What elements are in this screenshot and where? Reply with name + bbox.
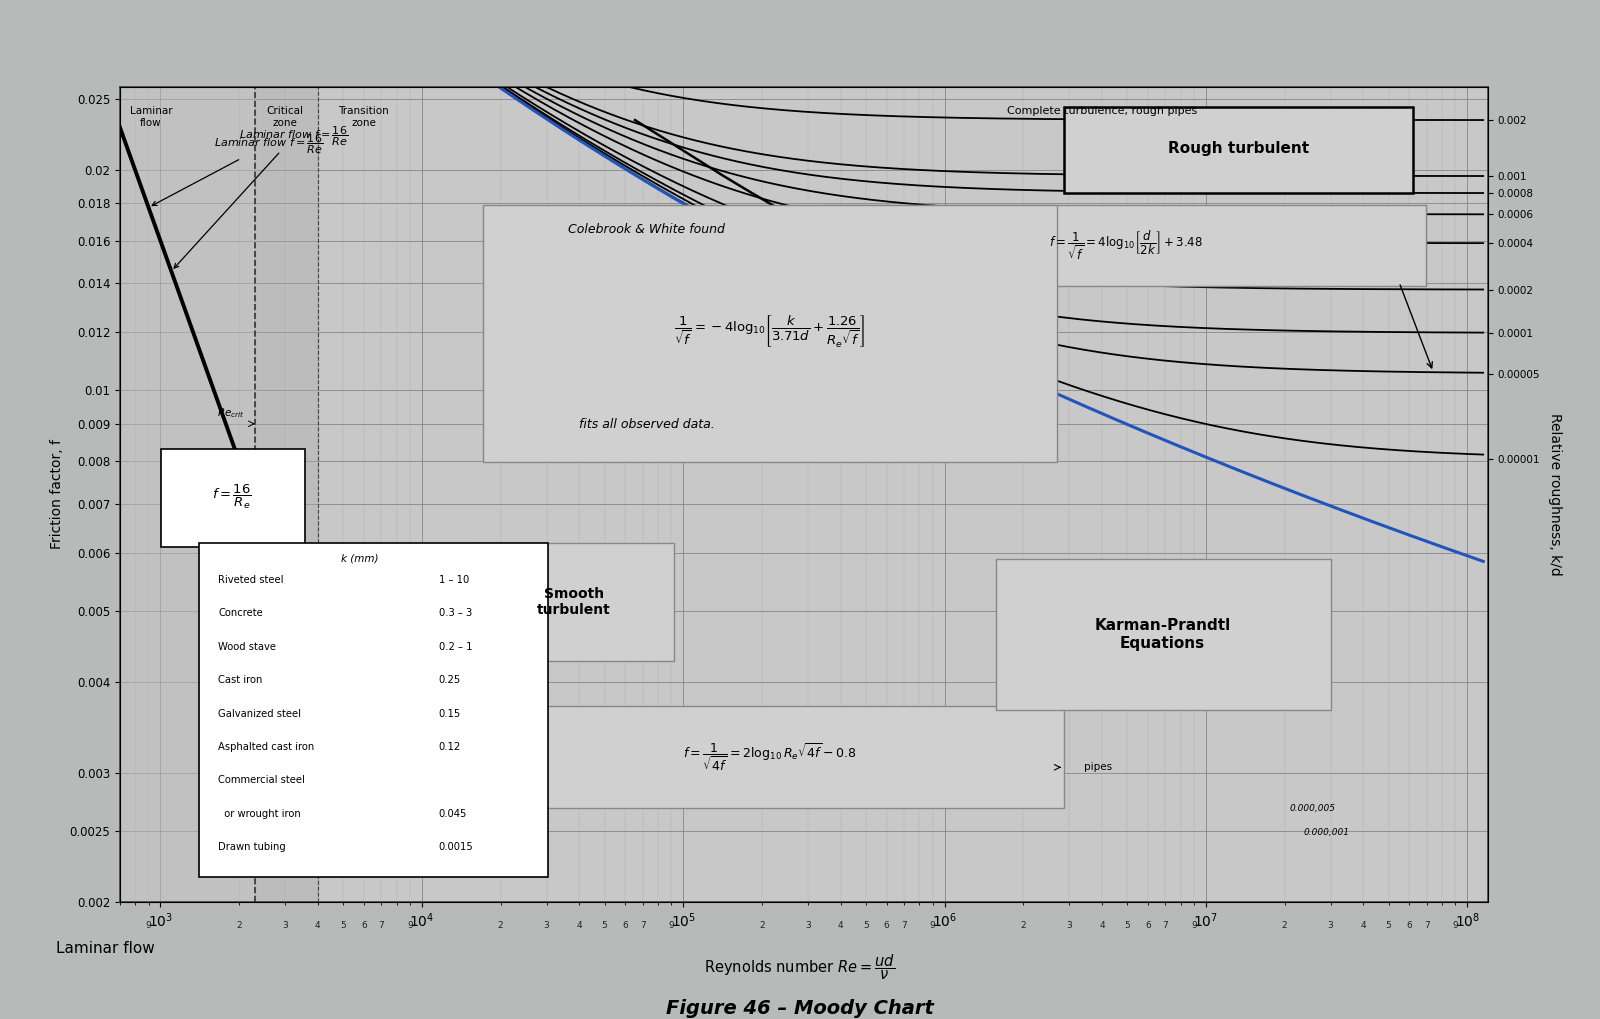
Text: 3: 3: [1328, 921, 1333, 930]
Text: 9: 9: [1453, 921, 1458, 930]
Text: 3: 3: [805, 921, 811, 930]
Text: Galvanized steel: Galvanized steel: [219, 708, 301, 718]
Text: 5: 5: [1125, 921, 1130, 930]
Text: 0.2 – 1: 0.2 – 1: [438, 642, 472, 652]
Text: 2: 2: [758, 921, 765, 930]
Text: Reynolds number $Re = \dfrac{ud}{\nu}$: Reynolds number $Re = \dfrac{ud}{\nu}$: [704, 953, 896, 982]
Text: Colebrook & White found: Colebrook & White found: [568, 223, 725, 235]
Text: 0.045: 0.045: [438, 809, 467, 819]
Text: 0.25: 0.25: [438, 675, 461, 685]
Bar: [254, 87, 318, 902]
Text: $\dfrac{1}{\sqrt{f}} = -4\log_{10}\!\left[\dfrac{k}{3.71d} + \dfrac{1.26}{R_e\sq: $\dfrac{1}{\sqrt{f}} = -4\log_{10}\!\lef…: [675, 313, 866, 350]
Text: 6: 6: [362, 921, 366, 930]
Y-axis label: Friction factor, f: Friction factor, f: [50, 439, 64, 549]
Text: 0.15: 0.15: [438, 708, 461, 718]
Text: 3: 3: [1067, 921, 1072, 930]
Text: 7: 7: [1163, 921, 1168, 930]
Text: 2: 2: [237, 921, 242, 930]
Text: Karman-Prandtl
Equations: Karman-Prandtl Equations: [1094, 619, 1230, 650]
Text: 5: 5: [862, 921, 869, 930]
Text: 7: 7: [1424, 921, 1430, 930]
FancyBboxPatch shape: [1064, 107, 1413, 193]
Text: Cast iron: Cast iron: [219, 675, 262, 685]
Text: 6: 6: [1406, 921, 1413, 930]
Text: 2: 2: [1021, 921, 1026, 930]
Text: Figure 46 – Moody Chart: Figure 46 – Moody Chart: [666, 999, 934, 1018]
Text: 7: 7: [379, 921, 384, 930]
Text: pipes: pipes: [1085, 762, 1112, 772]
Text: Laminar flow $f = \dfrac{16}{Re}$: Laminar flow $f = \dfrac{16}{Re}$: [152, 132, 323, 206]
Text: $f = \dfrac{16}{R_e}$: $f = \dfrac{16}{R_e}$: [213, 483, 253, 511]
Text: 6: 6: [1146, 921, 1150, 930]
Y-axis label: Relative roughness, k/d: Relative roughness, k/d: [1549, 413, 1563, 576]
FancyBboxPatch shape: [475, 543, 674, 661]
Text: Asphalted cast iron: Asphalted cast iron: [219, 742, 315, 752]
Text: 9: 9: [669, 921, 674, 930]
Text: Complete turbulence, rough pipes: Complete turbulence, rough pipes: [1006, 106, 1197, 116]
FancyBboxPatch shape: [162, 449, 304, 547]
Text: 9: 9: [930, 921, 936, 930]
Text: Laminar flow: Laminar flow: [56, 941, 155, 956]
Text: 9: 9: [406, 921, 413, 930]
Text: 3: 3: [282, 921, 288, 930]
Text: 5: 5: [602, 921, 608, 930]
Text: Riveted steel: Riveted steel: [219, 575, 283, 585]
Text: Laminar
flow: Laminar flow: [130, 106, 173, 127]
Text: 4: 4: [576, 921, 582, 930]
Text: 2: 2: [498, 921, 504, 930]
Text: Rough turbulent: Rough turbulent: [1168, 141, 1309, 156]
FancyBboxPatch shape: [475, 706, 1064, 808]
Text: $f = \dfrac{1}{\sqrt{4f}} = 2\log_{10} R_e\sqrt{4f} - 0.8$: $f = \dfrac{1}{\sqrt{4f}} = 2\log_{10} R…: [683, 741, 856, 772]
Text: $Re_{crit}$: $Re_{crit}$: [218, 407, 245, 420]
FancyBboxPatch shape: [824, 205, 1427, 286]
Text: or wrought iron: or wrought iron: [219, 809, 301, 819]
Text: 2: 2: [1282, 921, 1288, 930]
Text: Drawn tubing: Drawn tubing: [219, 842, 286, 852]
FancyBboxPatch shape: [995, 559, 1331, 710]
Text: 4: 4: [838, 921, 843, 930]
Text: 4: 4: [1099, 921, 1104, 930]
Text: 0.0015: 0.0015: [438, 842, 474, 852]
Text: 0.000,001: 0.000,001: [1304, 828, 1349, 837]
Text: 0.12: 0.12: [438, 742, 461, 752]
Text: Laminar flow $f = \dfrac{16}{Re}$: Laminar flow $f = \dfrac{16}{Re}$: [174, 124, 349, 268]
Text: Concrete: Concrete: [219, 608, 264, 619]
Text: 9: 9: [146, 921, 152, 930]
Text: fits all observed data.: fits all observed data.: [579, 419, 715, 431]
FancyBboxPatch shape: [483, 205, 1058, 462]
Text: 6: 6: [622, 921, 629, 930]
Text: Critical
zone: Critical zone: [267, 106, 304, 127]
Bar: [120, 87, 254, 902]
Text: 6: 6: [883, 921, 890, 930]
Text: 4: 4: [1360, 921, 1366, 930]
Text: 1 – 10: 1 – 10: [438, 575, 469, 585]
Text: Transition
zone: Transition zone: [339, 106, 389, 127]
Text: 0.000,005: 0.000,005: [1290, 804, 1336, 812]
Text: 5: 5: [341, 921, 346, 930]
Text: 9: 9: [1190, 921, 1197, 930]
Text: 5: 5: [1386, 921, 1392, 930]
Text: 0.3 – 3: 0.3 – 3: [438, 608, 472, 619]
Text: Smooth
turbulent: Smooth turbulent: [538, 587, 611, 616]
Text: Commercial steel: Commercial steel: [219, 775, 306, 786]
Text: k (mm): k (mm): [341, 553, 378, 564]
Text: 4: 4: [315, 921, 320, 930]
Text: Wood stave: Wood stave: [219, 642, 277, 652]
Text: $f = \dfrac{1}{\sqrt{f}} = 4\log_{10}\!\left[\dfrac{d}{2k}\right] + 3.48$: $f = \dfrac{1}{\sqrt{f}} = 4\log_{10}\!\…: [1048, 229, 1203, 262]
FancyBboxPatch shape: [200, 543, 549, 877]
Text: 7: 7: [901, 921, 907, 930]
Text: 7: 7: [640, 921, 646, 930]
Text: 3: 3: [544, 921, 549, 930]
